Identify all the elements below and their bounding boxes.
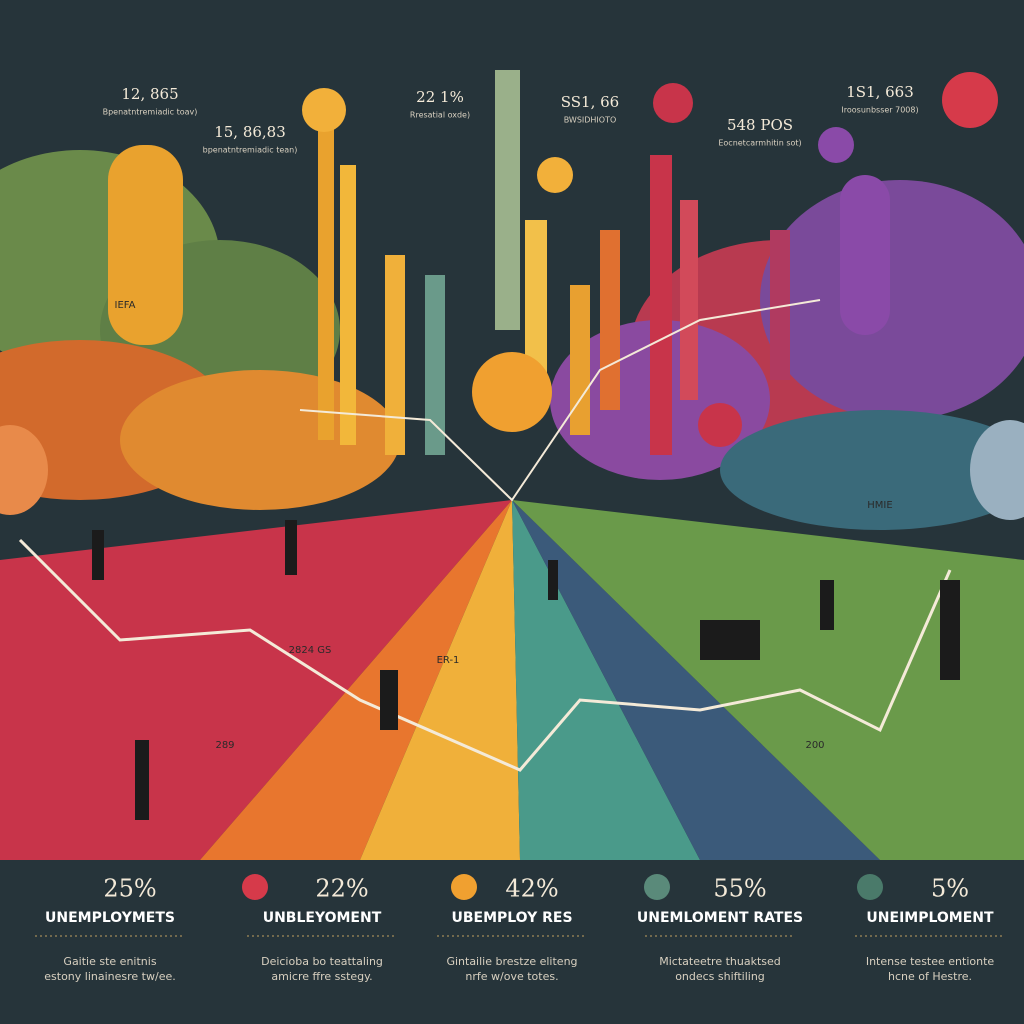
top-value: 22 1% [416, 88, 464, 106]
scene-label: HMIE [867, 500, 892, 511]
stat-text-line: Deicioba bo teattaling [261, 955, 383, 968]
top-value: 548 POS [727, 116, 793, 134]
stat-text-line: Intense testee entionte [866, 955, 995, 968]
top-caption: Eocnetcarmhitin sot) [718, 139, 801, 148]
scene-label: ER-1 [437, 655, 460, 666]
stat-value: 55% [713, 875, 766, 903]
stat-value: 22% [315, 875, 368, 903]
top-value: 15, 86,83 [214, 123, 286, 141]
scene-label: 289 [215, 740, 234, 751]
stat-value: 5% [931, 875, 969, 903]
top-caption: Iroosunbsser 7008) [841, 106, 918, 115]
stat-text: Gintailie brestze eliteng nrfe w/ove tote… [446, 955, 577, 983]
stats-panel [0, 860, 1024, 1024]
top-caption: BWSIDHIOTO [564, 116, 617, 125]
stat-text-line: Mictateetre thuaktsed [659, 955, 781, 968]
scene [0, 70, 1024, 860]
stat-text: Gaitie ste enitnis estony linainesre tw/e… [44, 955, 175, 983]
stat-text-line: amicre ffre sstegy. [271, 970, 372, 983]
stat-text-line: nrfe w/ove totes. [465, 970, 558, 983]
top-value: 1S1, 663 [846, 83, 914, 101]
stat-title: UNEMLOMENT RATES [637, 910, 803, 926]
top-caption: Bpenatntremiadic toav) [103, 108, 198, 117]
stat-icons [242, 874, 883, 900]
stat-text-line: Gintailie brestze eliteng [446, 955, 577, 968]
stat-text: Mictateetre thuaktsed ondecs shiftiling [659, 955, 781, 983]
stat-text-line: Gaitie ste enitnis [63, 955, 156, 968]
stat-text-line: estony linainesre tw/ee. [44, 970, 175, 983]
top-value: 12, 865 [121, 85, 178, 103]
scene-label: 200 [805, 740, 824, 751]
stat-text-line: ondecs shiftiling [675, 970, 765, 983]
top-caption: Rresatial oxde) [410, 111, 470, 120]
scene-label: 2824 GS [289, 645, 332, 656]
stat-value: 42% [505, 875, 558, 903]
top-caption: bpenatntremiadic tean) [203, 146, 298, 155]
top-value: SS1, 66 [561, 93, 619, 111]
stat-text-line: hcne of Hestre. [888, 970, 972, 983]
stat-title: UBEMPLOY RES [451, 910, 572, 926]
stat-title: UNEIMPLOMENT [866, 910, 994, 926]
stat-text: Intense testee entionte hcne of Hestre. [866, 955, 995, 983]
stat-title: UNBLEYOMENT [263, 910, 382, 926]
stat-title: UNEMPLOYMETS [45, 910, 175, 926]
scene-label: IEFA [115, 300, 136, 311]
stat-text: Deicioba bo teattaling amicre ffre sstegy… [261, 955, 383, 983]
stat-value: 25% [103, 875, 156, 903]
